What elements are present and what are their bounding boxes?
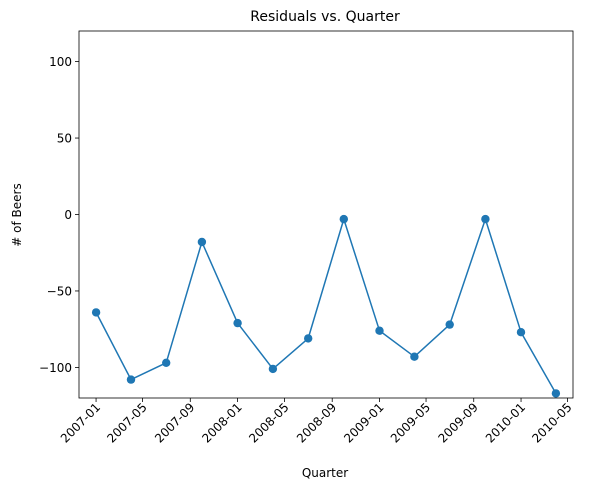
- x-tick-label: 2008-09: [294, 400, 339, 445]
- data-point: [410, 352, 419, 361]
- data-point: [551, 389, 561, 398]
- data-point: [375, 326, 384, 335]
- x-axis-label: Quarter: [302, 466, 348, 480]
- x-tick-label: 2008-05: [246, 400, 291, 445]
- x-tick-label: 2007-05: [104, 400, 149, 445]
- data-point: [233, 318, 242, 328]
- data-point: [339, 214, 348, 224]
- data-point: [162, 358, 171, 367]
- series-line: [95, 218, 557, 394]
- data-point: [481, 214, 490, 224]
- data-point: [126, 375, 136, 384]
- axes-frame: [78, 30, 574, 399]
- data-point: [445, 320, 454, 329]
- x-tick-label: 2010-05: [529, 400, 574, 445]
- x-tick-label: 2009-01: [341, 400, 386, 445]
- data-point: [268, 364, 278, 374]
- x-tick-label: 2007-09: [152, 400, 197, 445]
- x-tick-label: 2007-01: [58, 400, 103, 445]
- data-point: [91, 308, 101, 317]
- y-tick-label: 100: [49, 55, 72, 69]
- chart-title: Residuals vs. Quarter: [250, 9, 400, 25]
- y-axis-label: # of Beers: [10, 183, 24, 246]
- x-tick-label: 2010-01: [483, 400, 528, 445]
- y-tick-label: −100: [39, 361, 72, 375]
- data-point: [304, 334, 313, 343]
- y-tick-label: −50: [47, 284, 72, 298]
- x-tick-label: 2009-05: [388, 400, 433, 445]
- y-tick-label: 50: [57, 132, 72, 146]
- data-point: [197, 237, 207, 247]
- x-tick-label: 2009-09: [436, 400, 481, 445]
- data-point: [516, 328, 526, 337]
- y-tick-label: 0: [64, 208, 72, 222]
- x-tick-label: 2008-01: [199, 400, 244, 445]
